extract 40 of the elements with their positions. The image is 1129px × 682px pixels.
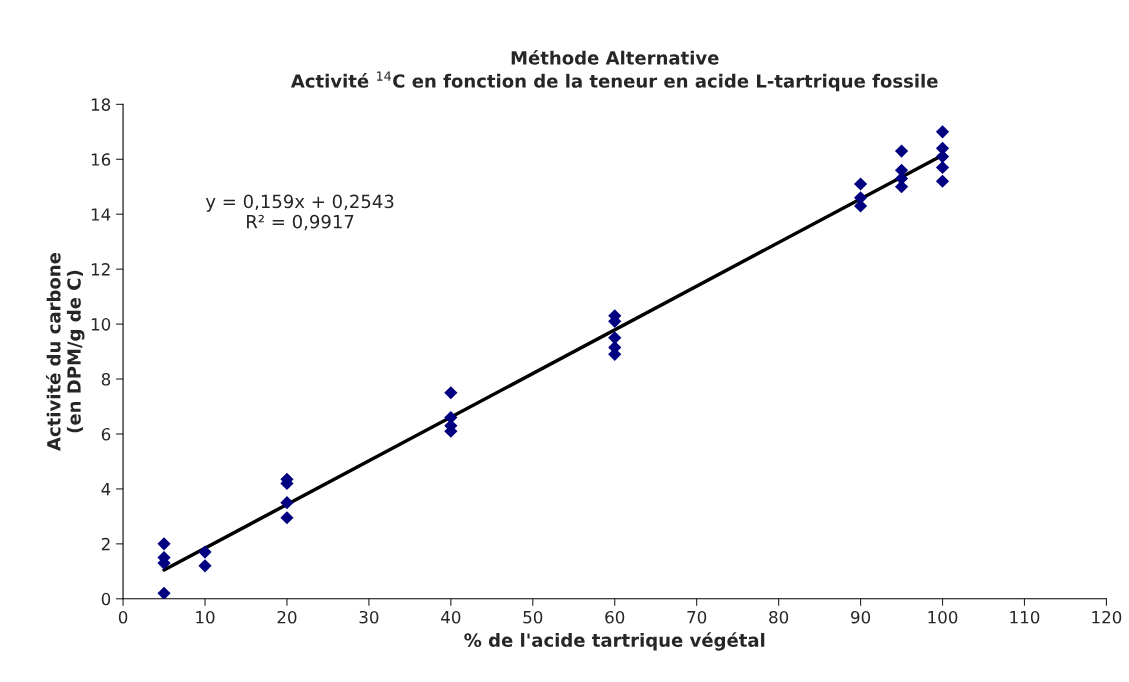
point <box>157 537 171 551</box>
y-tick-label: 18 <box>91 98 111 111</box>
point <box>894 180 909 194</box>
y-tick-label: 6 <box>101 427 111 441</box>
x-tick-label: 10 <box>196 610 215 624</box>
annotation: y = 0,159x + 0,2543 R² = 0,9917 <box>205 194 394 231</box>
x-tick-label: 50 <box>523 610 543 624</box>
point <box>853 177 868 191</box>
point <box>935 125 950 139</box>
x-tick-label: 40 <box>441 610 461 624</box>
point <box>280 511 294 525</box>
x-tick-label: 90 <box>851 610 871 624</box>
point <box>198 559 212 573</box>
y-tick-label: 14 <box>91 208 111 221</box>
x-tick-label: 120 <box>1092 610 1122 624</box>
y-tick-label: 8 <box>101 373 111 386</box>
point <box>280 496 294 510</box>
point <box>935 160 950 175</box>
x-tick-label: 110 <box>1010 610 1040 624</box>
y-tick-label: 4 <box>101 483 111 496</box>
y-tick-label: 16 <box>91 153 111 166</box>
x-tick-label: 20 <box>277 610 297 624</box>
x-tick-label: 0 <box>118 610 128 624</box>
x-tick-label: 60 <box>605 610 625 624</box>
y-tick-label: 12 <box>91 263 110 276</box>
point <box>894 144 909 158</box>
y-tick-label: 2 <box>101 537 110 551</box>
point <box>198 545 212 559</box>
y-tick-label: 10 <box>91 318 111 331</box>
x-axis-title: % de l'acide tartrique végétal <box>464 632 765 651</box>
y-axis-title: Activité du carbone (en DPM/g de C) <box>45 252 85 451</box>
chart-title: Méthode Alternative Activité $^{14}$C en fonction de la teneur en acide L-tartrique fossile <box>290 49 938 92</box>
x-tick-label: 80 <box>769 610 789 624</box>
x-tick-label: 30 <box>359 610 379 624</box>
point <box>157 586 171 599</box>
point <box>935 174 950 188</box>
point <box>444 386 458 400</box>
x-tick-label: 70 <box>687 610 707 624</box>
y-tick-label: 0 <box>101 592 111 606</box>
x-tick-label: 100 <box>928 610 958 624</box>
